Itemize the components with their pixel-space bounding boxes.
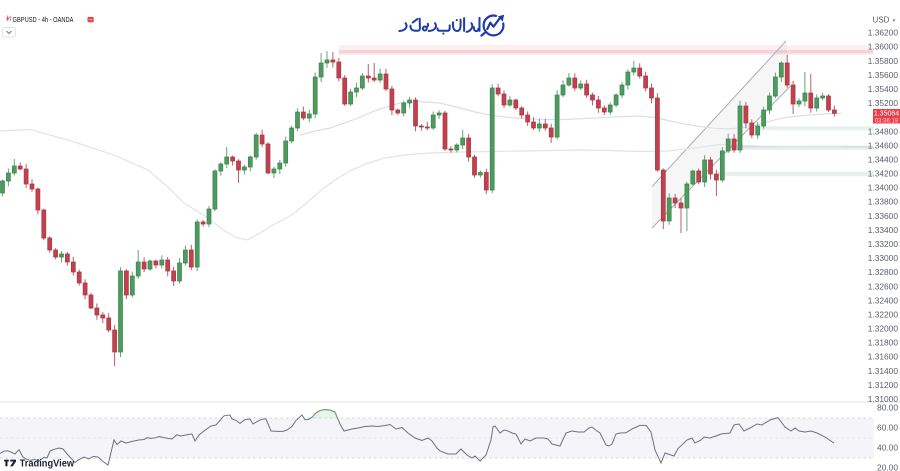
svg-text:1.33000: 1.33000 [868,253,899,263]
svg-text:1.35064: 1.35064 [874,111,899,118]
svg-text:1.33400: 1.33400 [868,225,899,235]
svg-text:1.31800: 1.31800 [868,338,899,348]
svg-text:1.32400: 1.32400 [868,295,899,305]
svg-text:1.36200: 1.36200 [868,28,899,38]
svg-text:1.32800: 1.32800 [868,267,899,277]
svg-text:1.35400: 1.35400 [868,84,899,94]
svg-text:TradingView: TradingView [20,458,75,469]
svg-text:1.31200: 1.31200 [868,380,899,390]
svg-text:1.35200: 1.35200 [868,98,899,108]
svg-text:1.31400: 1.31400 [868,366,899,376]
svg-text:03:36:19: 03:36:19 [875,118,899,124]
svg-text:1.33600: 1.33600 [868,211,899,221]
svg-text:1.33200: 1.33200 [868,239,899,249]
svg-text:1.32600: 1.32600 [868,281,899,291]
svg-text:USD: USD [873,16,890,25]
svg-text:1.32200: 1.32200 [868,309,899,319]
svg-text:40.00: 40.00 [877,443,898,453]
svg-text:1.35600: 1.35600 [868,70,899,80]
svg-text:1.31600: 1.31600 [868,352,899,362]
svg-text:1.34800: 1.34800 [868,126,899,136]
svg-text:1.33800: 1.33800 [868,197,899,207]
svg-text:1.32000: 1.32000 [868,324,899,334]
svg-text:80.00: 80.00 [877,403,898,413]
svg-text:▾: ▾ [893,18,896,24]
svg-text:1.31000: 1.31000 [868,394,899,404]
svg-text:60.00: 60.00 [877,423,898,433]
svg-text:1.34400: 1.34400 [868,154,899,164]
svg-text:1.36000: 1.36000 [868,42,899,52]
svg-text:1.35800: 1.35800 [868,56,899,66]
svg-text:GBPUSD - 4h - OANDA: GBPUSD - 4h - OANDA [13,15,74,24]
svg-text:1.34600: 1.34600 [868,140,899,150]
svg-text:1.34200: 1.34200 [868,169,899,179]
svg-text:20.00: 20.00 [877,463,898,471]
svg-text:1.34000: 1.34000 [868,183,899,193]
